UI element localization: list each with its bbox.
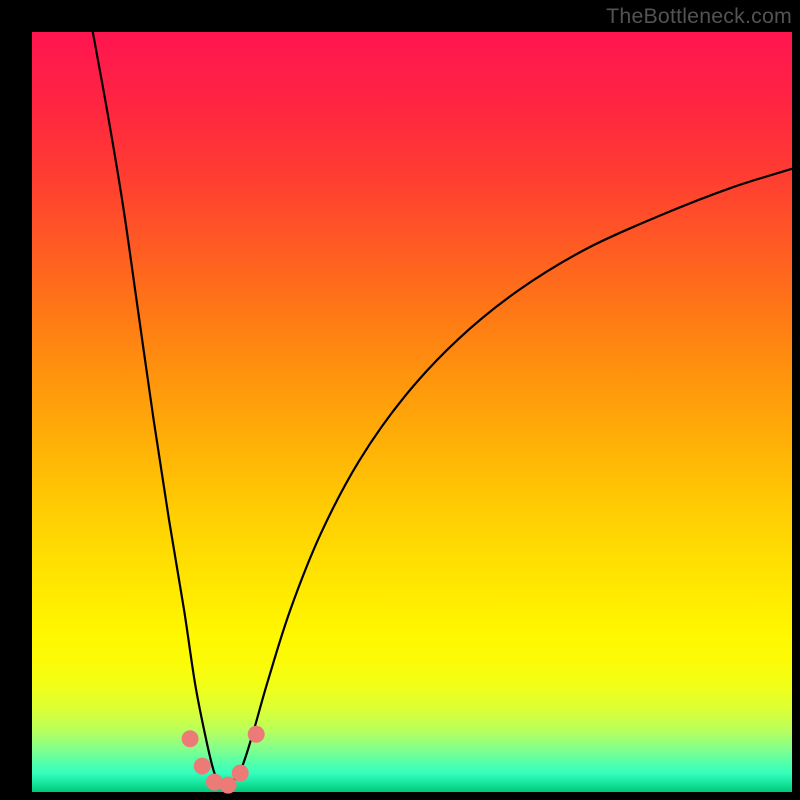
valley-marker [182,730,199,747]
valley-marker [232,765,249,782]
bottleneck-curve-left [93,32,222,787]
watermark-text: TheBottleneck.com [606,4,792,29]
bottleneck-curve-right [222,169,792,788]
chart-root: TheBottleneck.com [0,0,800,800]
marker-layer [182,726,265,794]
valley-marker [194,758,211,775]
valley-marker [220,777,237,794]
chart-svg [0,0,800,800]
curve-layer [93,32,792,787]
valley-marker [248,726,265,743]
